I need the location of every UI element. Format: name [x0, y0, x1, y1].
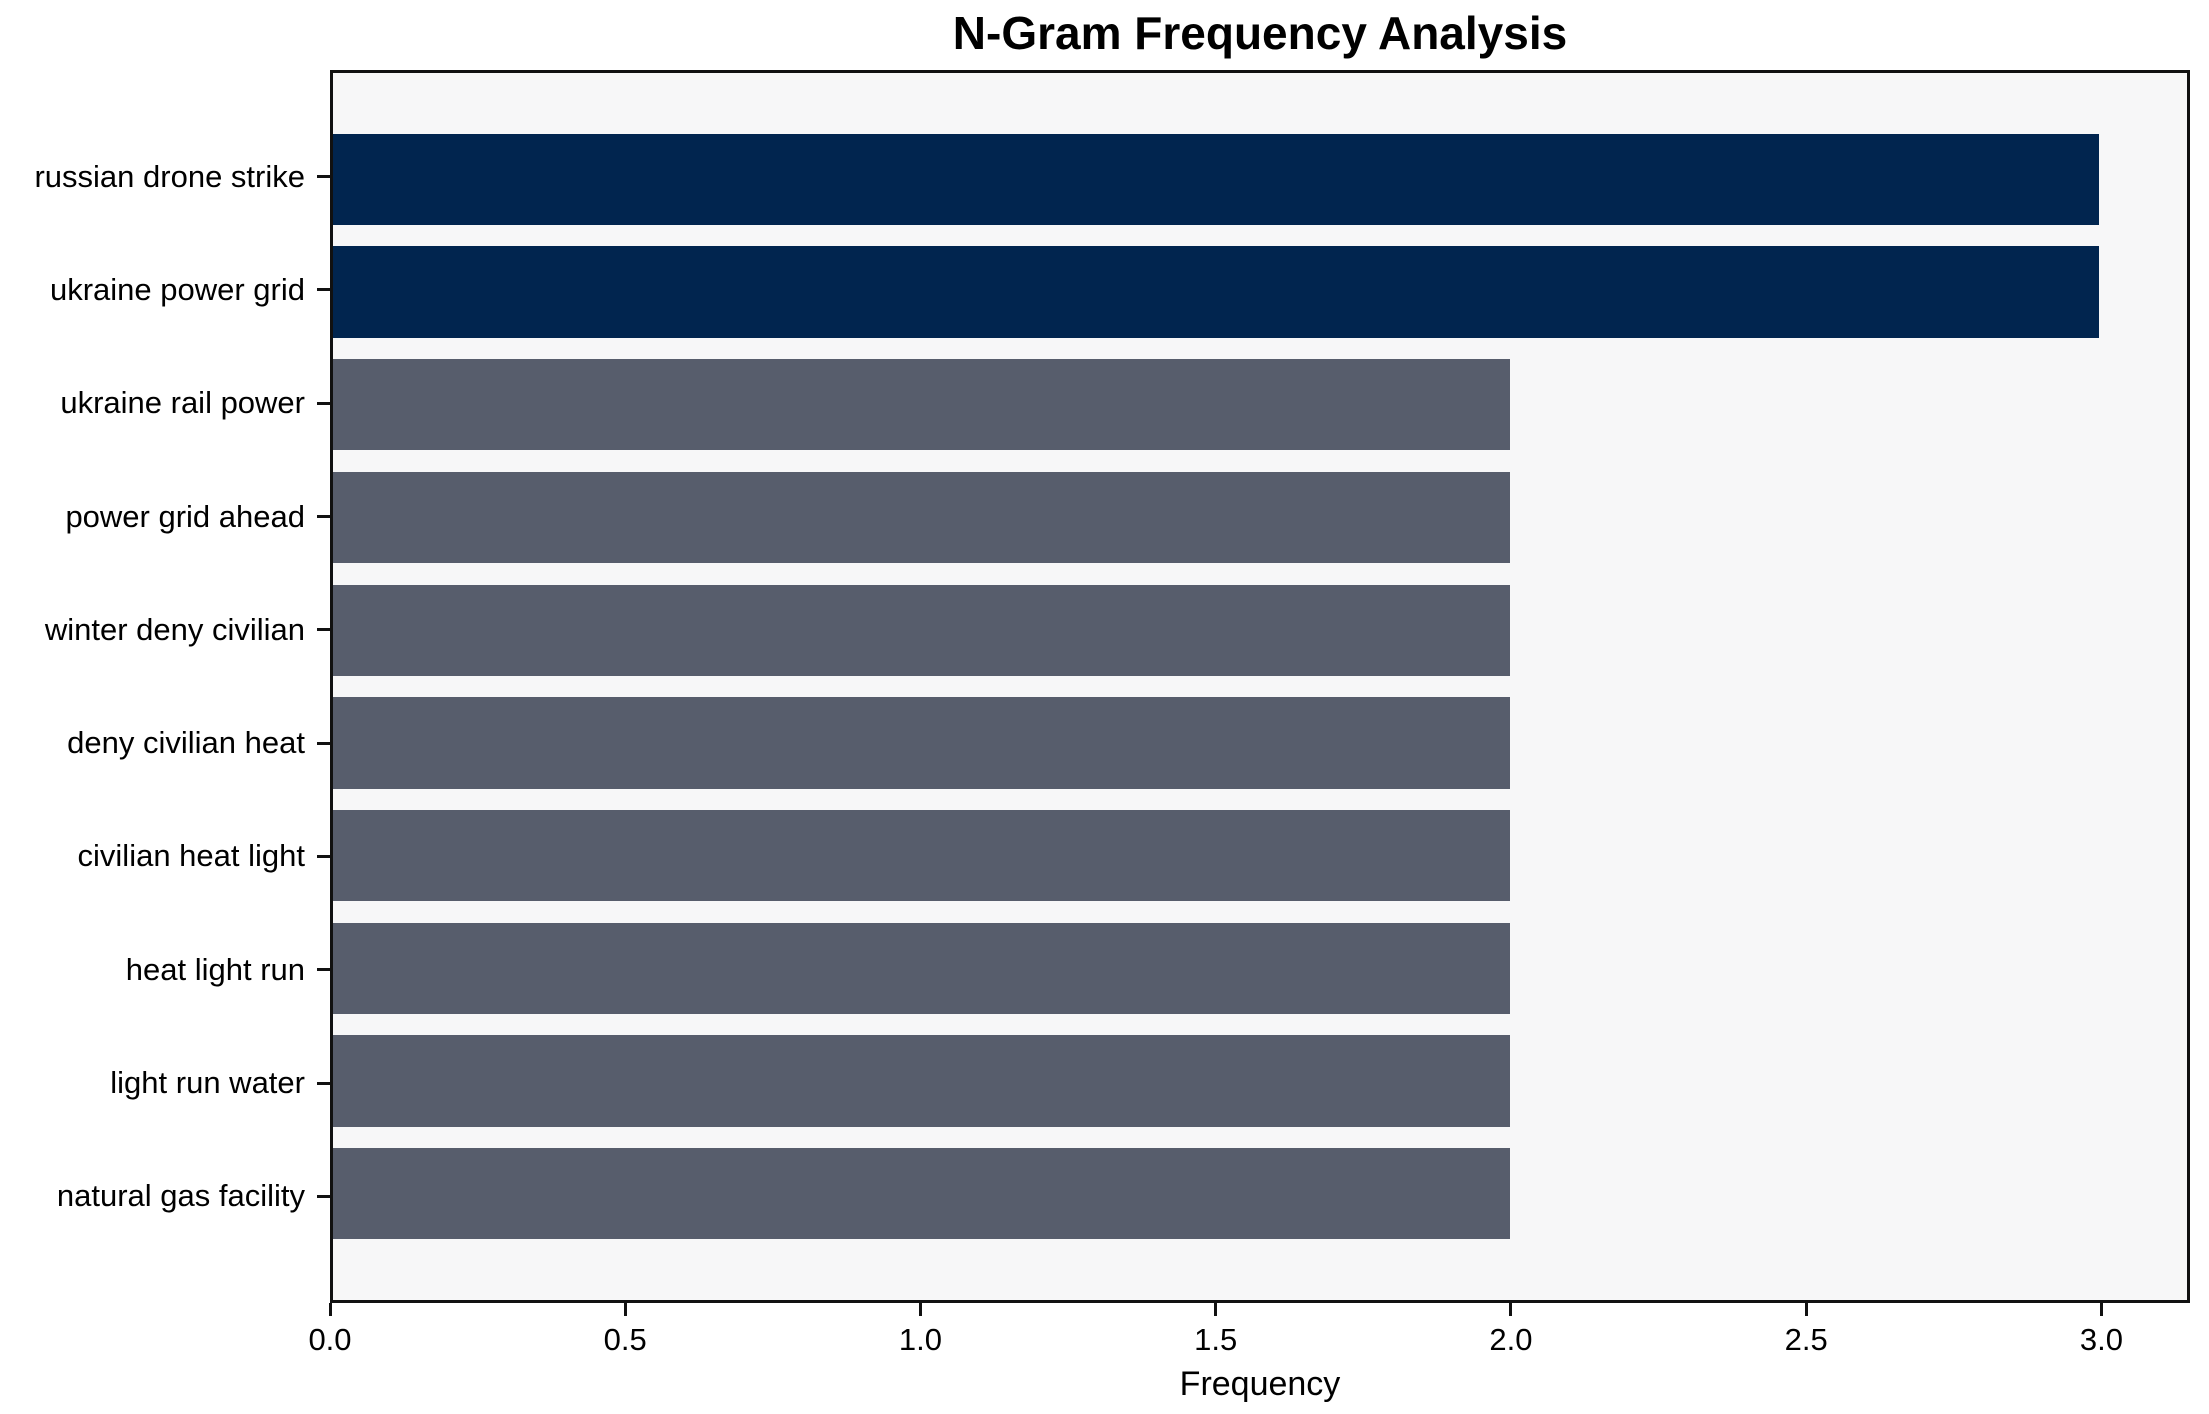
y-tick-label: ukraine power grid [49, 271, 305, 307]
y-tick-label: power grid ahead [65, 498, 305, 534]
bar-winter-deny-civilian [333, 584, 1511, 676]
x-tick-mark [328, 1303, 332, 1316]
x-tick-label: 2.0 [1489, 1322, 1533, 1357]
x-tick-label: 0.5 [603, 1322, 647, 1357]
x-tick-mark [623, 1303, 627, 1316]
x-tick-mark [1214, 1303, 1218, 1316]
y-tick-mark [317, 515, 330, 519]
bar-row [333, 1137, 2187, 1250]
x-tick-mark [918, 1303, 922, 1316]
x-tick-label: 2.5 [1784, 1322, 1828, 1357]
bar-light-run-water [333, 1035, 1511, 1127]
bar-civilian-heat-light [333, 809, 1511, 902]
chart-title: N-Gram Frequency Analysis [952, 7, 1568, 59]
y-tick-label: natural gas facility [56, 1178, 305, 1214]
bar-russian-drone-strike [333, 133, 2099, 225]
x-tick-mark [1509, 1303, 1513, 1316]
y-tick-mark [317, 288, 330, 292]
bar-row [333, 1025, 2187, 1138]
y-tick-mark [317, 401, 330, 405]
y-tick-mark [317, 1081, 330, 1085]
bar-ukraine-power-grid [333, 246, 2099, 338]
y-tick-label: ukraine rail power [60, 385, 305, 421]
bar-row [333, 461, 2187, 574]
y-tick-mark [317, 1194, 330, 1198]
x-tick-mark [1804, 1303, 1808, 1316]
bar-power-grid-ahead [333, 471, 1511, 564]
y-tick-mark [317, 854, 330, 858]
x-tick-label: 1.0 [898, 1322, 943, 1357]
y-tick-label: civilian heat light [77, 838, 305, 874]
bar-row [333, 912, 2187, 1025]
bar-deny-civilian-heat [333, 697, 1511, 789]
bar-row [333, 799, 2187, 912]
y-tick-label: russian drone strike [34, 158, 305, 194]
y-tick-label: heat light run [125, 951, 305, 987]
y-tick-mark [317, 741, 330, 745]
bar-row [333, 236, 2187, 349]
y-tick-label: deny civilian heat [67, 725, 305, 761]
bar-heat-light-run [333, 922, 1511, 1014]
bars-container [333, 123, 2187, 1250]
y-tick-label: winter deny civilian [44, 611, 305, 647]
bar-row [333, 574, 2187, 687]
bar-natural-gas-facility [333, 1148, 1511, 1240]
y-tick-mark [317, 968, 330, 972]
plot-area [330, 70, 2190, 1303]
x-tick-mark [2099, 1303, 2103, 1316]
x-tick-label: 1.5 [1194, 1322, 1238, 1357]
y-tick-label: light run water [110, 1065, 305, 1101]
bar-ukraine-rail-power [333, 359, 1511, 451]
bar-row [333, 687, 2187, 800]
y-tick-mark [317, 175, 330, 179]
x-tick-label: 3.0 [2079, 1322, 2123, 1357]
bar-row [333, 123, 2187, 236]
bar-row [333, 348, 2187, 461]
y-tick-mark [317, 628, 330, 632]
x-axis-title: Frequency [1179, 1365, 1341, 1403]
x-tick-label: 0.0 [308, 1322, 352, 1357]
